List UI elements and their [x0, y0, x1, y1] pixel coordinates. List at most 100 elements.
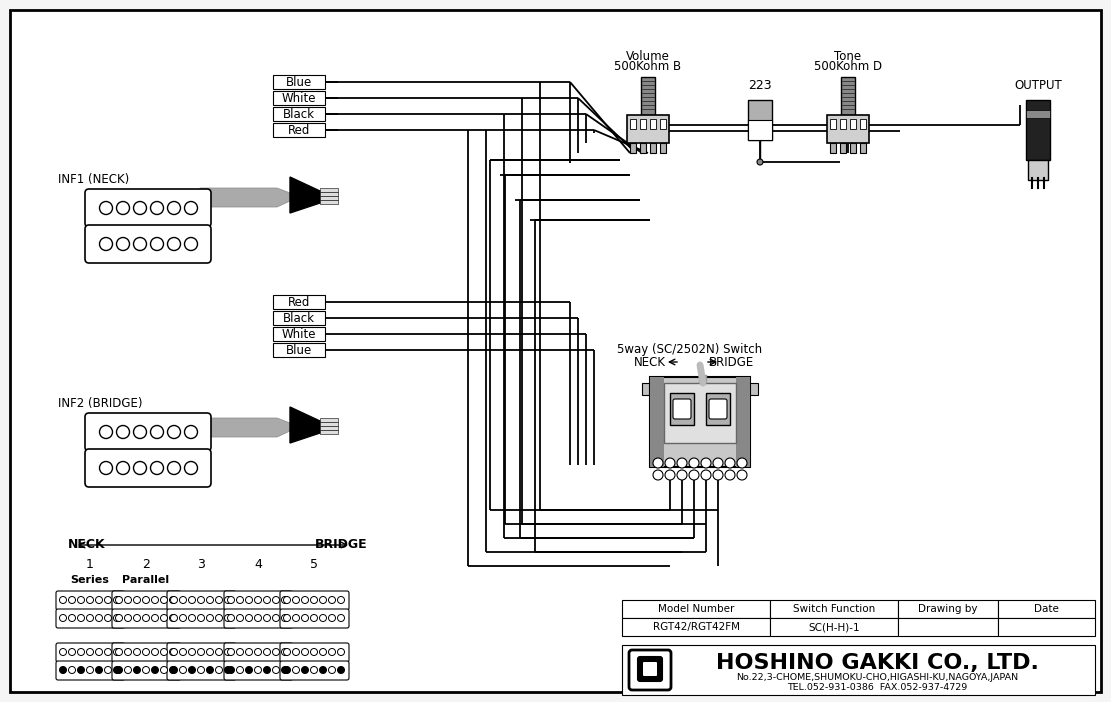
Bar	[630, 143, 635, 153]
Bar	[650, 377, 750, 467]
Text: Black: Black	[283, 107, 316, 121]
Circle shape	[96, 597, 102, 604]
Circle shape	[701, 470, 711, 480]
Circle shape	[168, 461, 180, 475]
Circle shape	[237, 649, 243, 656]
Bar	[320, 188, 338, 192]
Circle shape	[180, 649, 187, 656]
Circle shape	[150, 425, 163, 439]
Circle shape	[329, 614, 336, 621]
Bar	[1025, 100, 1050, 160]
Bar	[640, 143, 645, 153]
Circle shape	[160, 666, 168, 673]
Circle shape	[168, 237, 180, 251]
Circle shape	[725, 458, 735, 468]
Circle shape	[228, 597, 234, 604]
Circle shape	[170, 597, 177, 604]
Text: Red: Red	[288, 296, 310, 308]
Circle shape	[69, 614, 76, 621]
Circle shape	[653, 470, 663, 480]
Circle shape	[117, 201, 130, 215]
Circle shape	[224, 597, 231, 604]
Circle shape	[113, 666, 120, 673]
Circle shape	[133, 649, 140, 656]
Text: NECK: NECK	[68, 538, 106, 552]
Circle shape	[320, 649, 327, 656]
Circle shape	[329, 666, 336, 673]
Circle shape	[69, 597, 76, 604]
Circle shape	[60, 597, 67, 604]
Circle shape	[216, 666, 222, 673]
Text: Tone: Tone	[834, 50, 861, 63]
FancyBboxPatch shape	[629, 650, 671, 690]
FancyBboxPatch shape	[167, 661, 236, 680]
Bar	[770, 600, 898, 618]
Circle shape	[133, 614, 140, 621]
Bar	[998, 600, 1095, 618]
Polygon shape	[200, 418, 290, 437]
FancyBboxPatch shape	[56, 591, 126, 610]
Circle shape	[237, 597, 243, 604]
Circle shape	[207, 614, 213, 621]
Circle shape	[283, 666, 290, 673]
Circle shape	[78, 597, 84, 604]
Bar	[273, 91, 326, 105]
Circle shape	[272, 614, 280, 621]
Circle shape	[168, 425, 180, 439]
Circle shape	[228, 649, 234, 656]
Bar	[273, 343, 326, 357]
Bar	[1025, 110, 1050, 118]
Circle shape	[170, 649, 178, 656]
Polygon shape	[200, 188, 290, 207]
Circle shape	[124, 614, 131, 621]
Bar	[273, 107, 326, 121]
Circle shape	[151, 649, 159, 656]
Circle shape	[189, 597, 196, 604]
Circle shape	[133, 237, 147, 251]
Bar	[664, 383, 735, 443]
Text: Black: Black	[283, 312, 316, 324]
Circle shape	[100, 461, 112, 475]
FancyBboxPatch shape	[224, 609, 293, 628]
Circle shape	[281, 614, 289, 621]
Circle shape	[60, 649, 67, 656]
Bar	[660, 119, 665, 129]
FancyBboxPatch shape	[224, 661, 293, 680]
Circle shape	[69, 666, 76, 673]
Circle shape	[150, 237, 163, 251]
Text: Blue: Blue	[286, 76, 312, 88]
Circle shape	[113, 649, 120, 656]
Bar	[650, 143, 655, 153]
Circle shape	[725, 470, 735, 480]
Text: SC(H-H)-1: SC(H-H)-1	[808, 622, 860, 632]
Circle shape	[100, 237, 112, 251]
Circle shape	[292, 614, 300, 621]
Circle shape	[301, 649, 309, 656]
Circle shape	[283, 614, 290, 621]
Bar	[627, 115, 669, 143]
Bar	[705, 393, 730, 425]
Circle shape	[320, 597, 327, 604]
Bar	[735, 377, 750, 467]
Circle shape	[292, 597, 300, 604]
FancyBboxPatch shape	[112, 609, 181, 628]
Circle shape	[701, 458, 711, 468]
Bar	[850, 143, 855, 153]
Bar	[622, 600, 770, 618]
Circle shape	[310, 597, 318, 604]
Circle shape	[113, 614, 120, 621]
Text: Date: Date	[1034, 604, 1059, 614]
Circle shape	[737, 470, 747, 480]
Bar	[320, 192, 338, 196]
Bar	[1028, 160, 1048, 180]
Circle shape	[713, 470, 723, 480]
Circle shape	[87, 649, 93, 656]
Text: RGT42/RGT42FM: RGT42/RGT42FM	[652, 622, 740, 632]
Bar	[273, 123, 326, 137]
Bar	[670, 393, 694, 425]
Text: 5: 5	[310, 559, 318, 571]
Circle shape	[216, 649, 222, 656]
Circle shape	[170, 666, 178, 673]
FancyBboxPatch shape	[56, 661, 126, 680]
Circle shape	[117, 237, 130, 251]
